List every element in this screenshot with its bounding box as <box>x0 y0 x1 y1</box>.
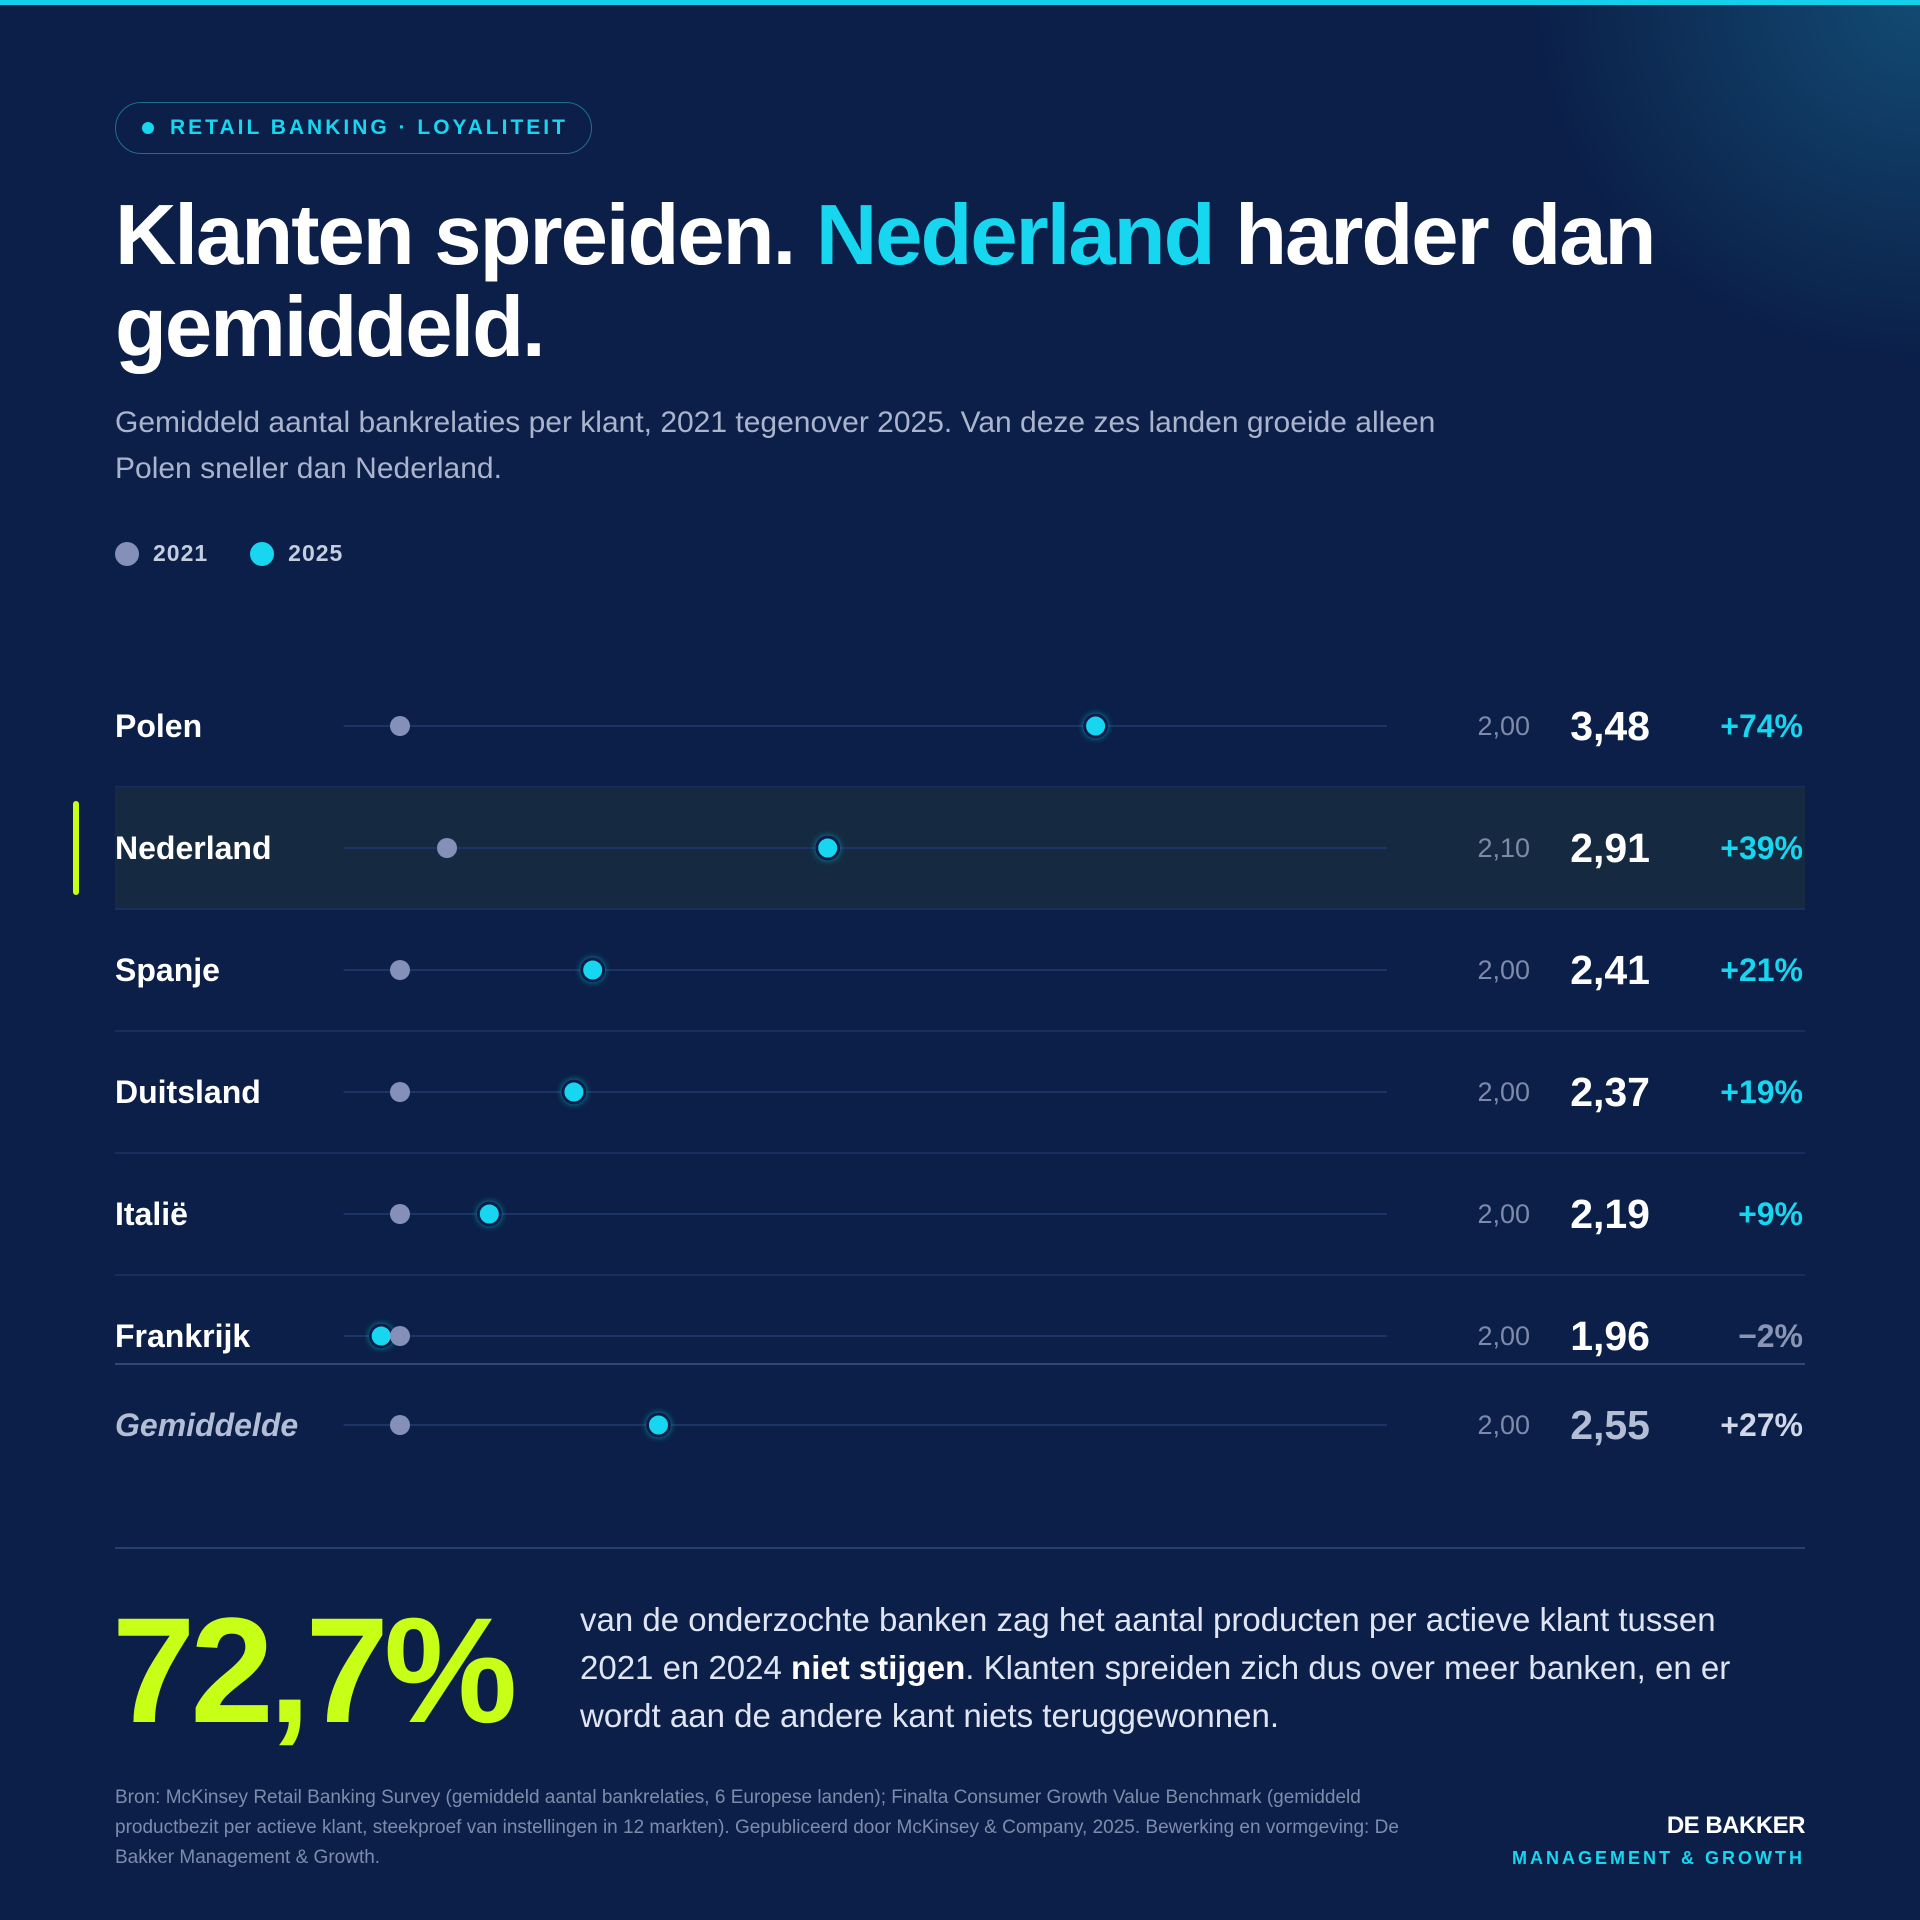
row-label-nederland: Nederland <box>115 830 271 866</box>
stat-text-bold: niet stijgen <box>791 1649 966 1686</box>
value-2021-duitsland: 2,00 <box>1477 1077 1530 1107</box>
change-average: +27% <box>1720 1407 1803 1443</box>
dot-2021-spanje <box>390 960 410 980</box>
value-2025-itali: 2,19 <box>1570 1191 1650 1237</box>
key-stat-value: 72,7% <box>112 1586 517 1754</box>
tag-label: RETAIL BANKING · LOYALITEIT <box>170 116 568 139</box>
dot-2021-nederland <box>437 838 457 858</box>
stat-text-after: . Klanten spreiden zich dus over meer ba… <box>580 1649 1731 1734</box>
row-label-itali: Italië <box>115 1196 188 1232</box>
value-2021-spanje: 2,00 <box>1477 955 1530 985</box>
legend-item-2025: 2025 <box>250 540 343 567</box>
title-part-1: Klanten spreiden. <box>115 188 816 283</box>
dot-2021-frankrijk <box>390 1326 410 1346</box>
dot-2025-polen <box>1083 713 1109 739</box>
title-highlight: Nederland <box>815 188 1216 283</box>
source-note: Bron: McKinsey Retail Banking Survey (ge… <box>115 1787 1399 1868</box>
category-tag: RETAIL BANKING · LOYALITEIT <box>115 102 592 154</box>
title-part-2: harder dan gemiddeld. <box>115 188 1656 375</box>
legend-dot-2025-icon <box>250 541 275 566</box>
row-label-duitsland: Duitsland <box>115 1074 261 1110</box>
tag-dot-icon <box>142 122 154 134</box>
dot-2021-duitsland <box>390 1082 410 1102</box>
dot-2021-itali <box>390 1204 410 1224</box>
top-accent-bar <box>0 0 1920 5</box>
row-label-frankrijk: Frankrijk <box>115 1318 250 1354</box>
chart-legend: 2021 2025 <box>115 540 385 567</box>
value-2025-polen: 3,48 <box>1570 703 1650 749</box>
value-2025-nederland: 2,91 <box>1570 825 1650 871</box>
dot-2025-spanje <box>580 957 606 983</box>
dot-2025-frankrijk <box>368 1323 394 1349</box>
dot-2025-itali <box>476 1201 502 1227</box>
dot-2021-polen <box>390 716 410 736</box>
row-label-polen: Polen <box>115 708 202 744</box>
change-itali: +9% <box>1738 1196 1803 1232</box>
value-2025-average: 2,55 <box>1570 1402 1650 1448</box>
value-2021-polen: 2,00 <box>1477 711 1530 741</box>
change-nederland: +39% <box>1720 830 1803 866</box>
change-frankrijk: −2% <box>1738 1318 1803 1354</box>
key-stat-description: van de onderzochte banken zag het aantal… <box>580 1596 1780 1740</box>
legend-label-2025: 2025 <box>288 540 344 566</box>
change-duitsland: +19% <box>1720 1074 1803 1110</box>
value-2021-itali: 2,00 <box>1477 1199 1530 1229</box>
brand-name: DE BAKKER <box>1666 1812 1806 1839</box>
value-2025-frankrijk: 1,96 <box>1570 1313 1650 1359</box>
row-label-spanje: Spanje <box>115 952 220 988</box>
legend-dot-2021-icon <box>115 541 139 566</box>
change-polen: +74% <box>1720 708 1803 744</box>
value-2021-average: 2,00 <box>1477 1410 1530 1440</box>
brand-tagline: MANAGEMENT & GROWTH <box>1512 1848 1805 1868</box>
legend-item-2021: 2021 <box>115 540 208 567</box>
subtitle: Gemiddeld aantal bankrelaties per klant,… <box>115 406 1436 485</box>
stat-text-before: van de onderzochte banken zag het aantal… <box>580 1601 1716 1686</box>
value-2025-duitsland: 2,37 <box>1570 1069 1650 1115</box>
section-divider <box>115 1547 1805 1549</box>
dot-2025-nederland <box>815 835 841 861</box>
dot-2021-average <box>390 1415 410 1435</box>
value-2025-spanje: 2,41 <box>1570 947 1650 993</box>
value-2021-nederland: 2,10 <box>1477 833 1530 863</box>
highlight-row-marker <box>73 801 79 895</box>
dot-2025-average <box>646 1412 671 1438</box>
average-label: Gemiddelde <box>115 1407 298 1443</box>
brand-logo: DE BAKKER MANAGEMENT & GROWTH <box>1512 1812 1805 1869</box>
dot-2025-duitsland <box>561 1079 587 1105</box>
legend-label-2021: 2021 <box>153 540 209 566</box>
change-spanje: +21% <box>1720 952 1803 988</box>
page-title: Klanten spreiden. Nederland harder dan g… <box>115 190 1675 374</box>
value-2021-frankrijk: 2,00 <box>1477 1321 1530 1351</box>
